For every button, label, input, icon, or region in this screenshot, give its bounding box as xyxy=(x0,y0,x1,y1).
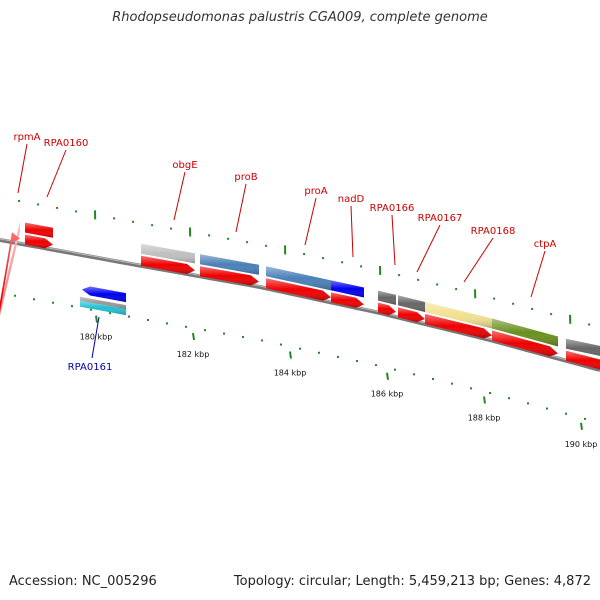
gene-bar-tail-shade xyxy=(566,338,600,356)
leader-line-ctpa xyxy=(530,250,546,298)
gene-bar-nadd-shade xyxy=(331,280,364,298)
kbp-tick xyxy=(483,396,486,404)
kbp-tick-label: 182 kbp xyxy=(177,350,210,359)
cds-arrow-obge-shade xyxy=(141,255,195,274)
cds-arrow-ctpa-shade xyxy=(492,330,558,357)
gene-bar-ctpa-shade xyxy=(492,318,558,347)
leader-line-rpa0161 xyxy=(91,316,100,359)
gene-label-rpa0166: RPA0166 xyxy=(370,203,415,214)
gene-bar-prob-shade xyxy=(200,254,259,275)
leader-line-obge xyxy=(173,171,186,221)
kbp-tick-label: 186 kbp xyxy=(371,390,404,399)
gene-label-nadd: nadD xyxy=(338,194,365,205)
gene-bar-rpa0166-shade xyxy=(378,290,396,305)
cds-arrow-tail-shade xyxy=(566,350,600,370)
gene-bar-rpa0161-grey-shade xyxy=(80,296,126,310)
gene-label-rpa0168: RPA0168 xyxy=(471,226,516,237)
leader-line-prob xyxy=(235,183,247,233)
gene-label-ctpa: ctpA xyxy=(534,239,557,250)
cds-arrow-rpa0167-shade xyxy=(398,307,425,323)
cds-arrow-proa-shade xyxy=(266,278,331,301)
kbp-tick xyxy=(192,332,195,341)
cds-arrow-rpa0166-shade xyxy=(378,302,396,316)
leader-line-proa xyxy=(304,197,317,246)
gene-label-rpa0167: RPA0167 xyxy=(418,213,463,224)
cds-arrow-rpa0161-shade xyxy=(82,286,126,303)
kbp-tick xyxy=(580,422,583,430)
kbp-tick-label: 190 kbp xyxy=(565,440,598,449)
gene-bar-rpa0168-shade xyxy=(425,302,492,329)
map-title: Rhodopseudomonas palustris CGA009, compl… xyxy=(112,10,488,25)
leader-line-rpa0166 xyxy=(391,214,396,266)
kbp-tick-label: 188 kbp xyxy=(468,414,501,423)
gene-bar-rpa0167-shade xyxy=(398,295,425,312)
cds-arrow-prob-shade xyxy=(200,266,259,286)
kbp-tick-label: 184 kbp xyxy=(274,369,307,378)
gene-bar-rpa0160-shade xyxy=(25,222,53,238)
cds-arrow-nadd-shade xyxy=(331,292,364,308)
gene-label-obge: obgE xyxy=(172,160,197,171)
leader-line-rpa0168 xyxy=(463,237,494,283)
gene-label-rpa0161: RPA0161 xyxy=(68,362,113,373)
kbp-tick xyxy=(386,372,389,380)
gene-label-rpma: rpmA xyxy=(13,132,40,143)
gene-label-proa: proA xyxy=(304,186,327,197)
leader-line-rpa0160 xyxy=(46,149,67,198)
genome-summary-text: Topology: circular; Length: 5,459,213 bp… xyxy=(233,574,591,589)
leader-line-nadd xyxy=(350,205,354,258)
kbp-tick xyxy=(289,351,292,359)
gene-bar-obge-shade xyxy=(141,243,195,264)
kbp-tick xyxy=(95,315,98,323)
leader-line-rpa0167 xyxy=(416,224,441,273)
cds-arrow-rpa0160-shade xyxy=(25,234,53,249)
gene-bar-rpa0161-shade xyxy=(80,300,126,316)
leader-line-rpma xyxy=(17,143,28,194)
accession-text: Accession: NC_005296 xyxy=(9,574,157,589)
cds-arrow-rpma-shade xyxy=(0,232,20,312)
gene-label-rpa0160: RPA0160 xyxy=(44,138,89,149)
gene-bar-proa-shade xyxy=(266,266,331,291)
backbone-ring xyxy=(0,238,600,372)
gene-label-prob: proB xyxy=(234,172,257,183)
cds-arrow-rpa0168-shade xyxy=(425,314,492,339)
gene-bar-rpma-shade xyxy=(0,221,20,316)
